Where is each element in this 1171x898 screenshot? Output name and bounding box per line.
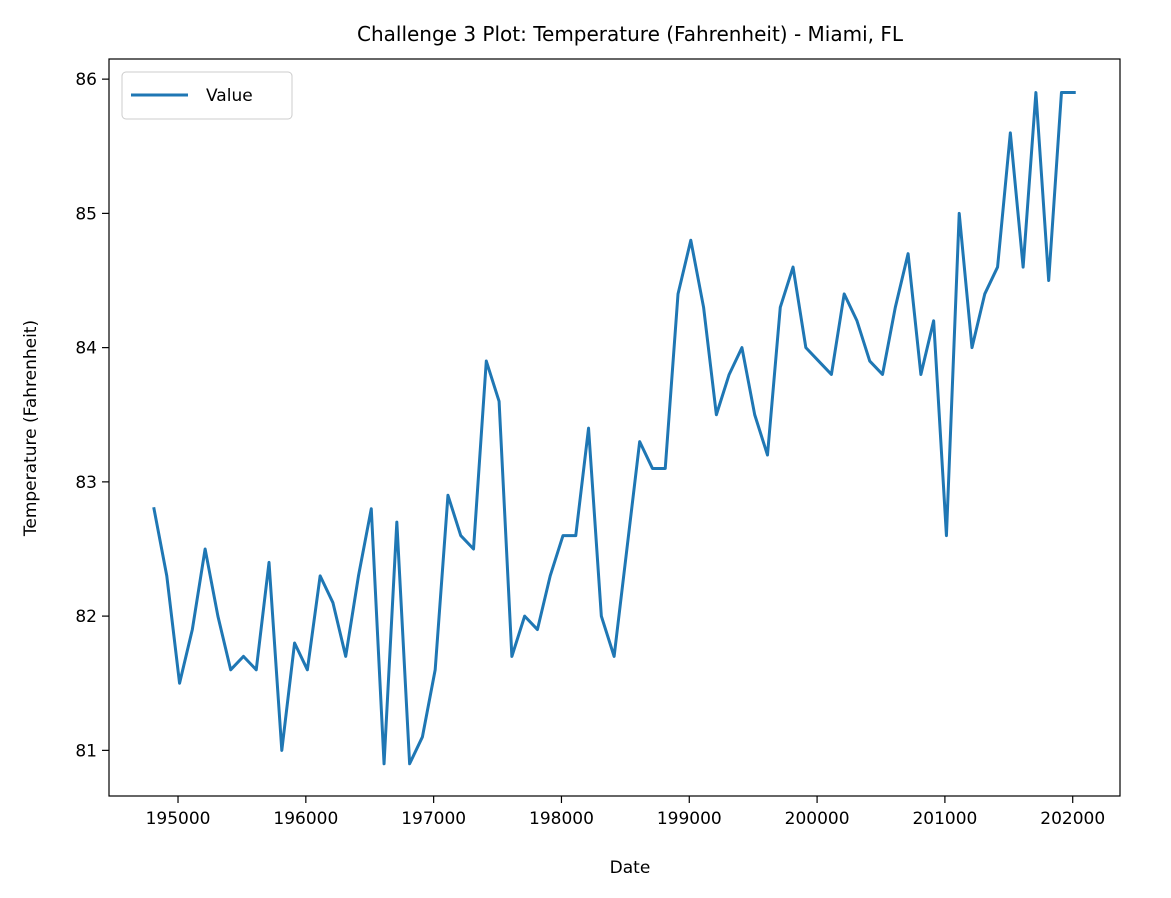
plot-area <box>108 58 1121 797</box>
legend-box <box>121 71 293 120</box>
y-axis: 81 82 83 84 85 86 <box>75 70 109 761</box>
x-tick-label: 199000 <box>657 809 722 829</box>
series-line-value <box>152 91 1076 766</box>
x-tick-label: 202000 <box>1040 809 1105 829</box>
series-layer <box>152 91 1076 766</box>
chart-title: Challenge 3 Plot: Temperature (Fahrenhei… <box>357 22 904 46</box>
plot-frame <box>108 58 1121 797</box>
y-axis-label: Temperature (Fahrenheit) <box>21 320 41 537</box>
x-axis: 195000 196000 197000 198000 199000 200000 2010… <box>146 796 1105 829</box>
x-tick-label: 195000 <box>146 809 211 829</box>
legend: Value <box>121 71 293 120</box>
y-tick-label: 86 <box>75 70 97 90</box>
y-tick-label: 81 <box>75 741 97 761</box>
x-tick-label: 197000 <box>401 809 466 829</box>
legend-label-value: Value <box>206 86 253 106</box>
x-axis-label: Date <box>610 858 651 878</box>
y-tick-label: 82 <box>75 607 97 627</box>
x-tick-label: 201000 <box>912 809 977 829</box>
x-tick-label: 198000 <box>529 809 594 829</box>
y-tick-label: 84 <box>75 339 97 359</box>
x-tick-label: 200000 <box>785 809 850 829</box>
x-tick-label: 196000 <box>273 809 338 829</box>
y-tick-label: 83 <box>75 473 97 493</box>
y-tick-label: 85 <box>75 204 97 224</box>
